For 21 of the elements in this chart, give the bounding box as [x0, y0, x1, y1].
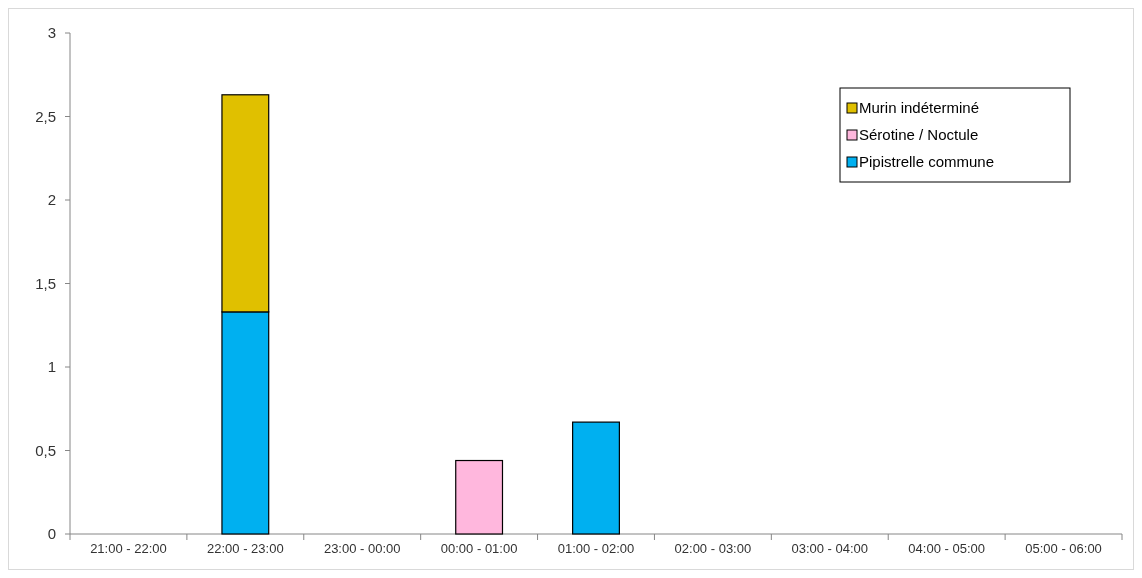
y-tick-label: 2: [47, 191, 56, 209]
y-tick-label: 1: [47, 358, 56, 376]
x-tick-label: 22:00 - 23:00: [207, 541, 284, 556]
x-tick-label: 21:00 - 22:00: [90, 541, 167, 556]
x-tick-label: 02:00 - 03:00: [674, 541, 752, 556]
y-tick-label: 2,5: [35, 107, 56, 125]
legend-label: Pipistrelle commune: [859, 153, 995, 171]
y-tick-label: 0: [47, 525, 56, 543]
bar: [572, 421, 620, 535]
y-tick-label: 0,5: [35, 441, 56, 459]
x-tick-label: 04:00 - 05:00: [908, 541, 985, 556]
legend-label: Murin indéterminé: [859, 99, 980, 117]
x-tick-label: 23:00 - 00:00: [323, 541, 401, 556]
y-tick-label: 3: [47, 24, 56, 42]
y-tick-label: 1,5: [35, 274, 56, 292]
bar: [455, 459, 504, 535]
legend-label: Sérotine / Noctule: [859, 126, 979, 144]
x-tick-label: 01:00 - 02:00: [557, 541, 635, 556]
x-tick-label: 00:00 - 01:00: [440, 541, 518, 556]
x-tick-label: 03:00 - 04:00: [791, 541, 869, 556]
x-tick-label: 05:00 - 06:00: [1025, 541, 1102, 556]
